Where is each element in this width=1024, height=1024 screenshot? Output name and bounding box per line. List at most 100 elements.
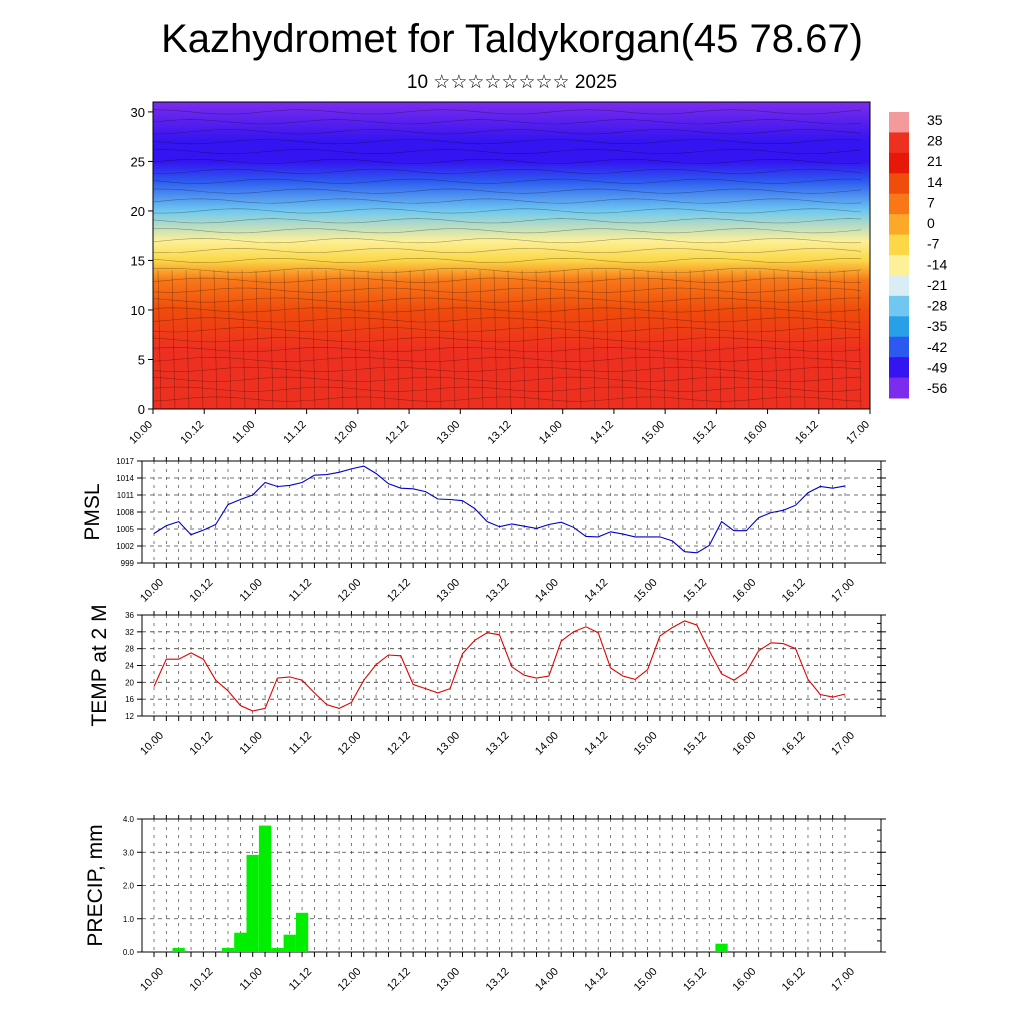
- wind-barb-staff: [591, 270, 596, 410]
- y-tick-label: 36: [125, 611, 134, 620]
- heatmap-y-tick-label: 5: [138, 352, 145, 367]
- y-tick-label: 12: [125, 712, 134, 721]
- precip-bar: [715, 943, 728, 952]
- wind-barb-staff: [367, 270, 372, 410]
- wind-barb-row: [152, 149, 862, 155]
- heatmap-x-tick-label: 14.12: [588, 419, 616, 447]
- y-tick-label: 1011: [117, 491, 135, 500]
- wind-barb-staff: [213, 270, 218, 410]
- x-tick-label: 13.12: [484, 577, 512, 605]
- x-tick-label: 14.00: [533, 577, 561, 605]
- wind-barb-staff: [563, 270, 568, 410]
- wind-barb-staff: [493, 270, 498, 410]
- y-tick-label: 32: [125, 628, 134, 637]
- y-tick-label: 24: [125, 662, 134, 671]
- colorbar-segment: [889, 336, 909, 358]
- wind-barb-row: [152, 287, 862, 293]
- precip-bar: [283, 934, 296, 952]
- colorbar-label: -42: [927, 339, 947, 355]
- colorbar-segment: [889, 214, 909, 236]
- x-tick-label: 13.00: [434, 577, 462, 605]
- x-tick-label: 10.00: [138, 730, 166, 758]
- x-tick-label: 12.00: [336, 730, 364, 758]
- wind-barb-row: [152, 327, 862, 333]
- wind-barb-row: [152, 376, 862, 382]
- y-tick-label: 1002: [116, 542, 134, 551]
- x-tick-label: 14.12: [582, 966, 610, 994]
- colorbar-segment: [889, 234, 909, 256]
- wind-barb-row: [152, 228, 862, 234]
- heatmap-y-tick-label: 0: [138, 402, 145, 417]
- wind-barb-row: [152, 238, 862, 244]
- heatmap-y-tick-label: 20: [131, 204, 145, 219]
- wind-barb-staff: [465, 270, 470, 410]
- precip-bar: [221, 948, 235, 952]
- y-tick-label: 1005: [116, 525, 134, 534]
- colorbar-label: -56: [927, 380, 947, 396]
- panel-frame: [141, 818, 882, 953]
- wind-barb-row: [152, 168, 862, 174]
- x-tick-label: 11.12: [287, 577, 314, 604]
- heatmap-x-tick-label: 16.00: [742, 419, 770, 447]
- wind-barb-staff: [325, 270, 330, 410]
- wind-barb-staff: [381, 270, 386, 410]
- wind-barb-staff: [577, 270, 582, 410]
- wind-barb-staff: [703, 270, 708, 410]
- wind-barb-staff: [759, 270, 764, 410]
- x-tick-label: 16.12: [780, 966, 808, 994]
- wind-barb-staff: [745, 270, 750, 410]
- x-tick-label: 11.00: [237, 730, 264, 757]
- x-tick-label: 11.00: [237, 966, 264, 993]
- x-tick-label: 13.00: [434, 966, 462, 994]
- heatmap-y-tick-label: 25: [131, 154, 145, 169]
- wind-barb-staff: [535, 270, 540, 410]
- heatmap-x-tick-label: 13.00: [434, 419, 462, 447]
- precip-bar: [246, 854, 259, 952]
- wind-barb-staff: [171, 270, 176, 410]
- heatmap-y-tick-label: 15: [131, 253, 145, 268]
- wind-barb-staff: [773, 270, 778, 410]
- heatmap-x-tick-label: 11.12: [281, 419, 308, 446]
- x-tick-label: 12.00: [336, 966, 364, 994]
- colorbar-label: 28: [927, 133, 943, 149]
- wind-barb-staff: [829, 270, 834, 410]
- wind-barb-staff: [689, 270, 694, 410]
- heatmap-x-tick-label: 13.12: [486, 419, 514, 447]
- wind-barb-staff: [857, 270, 862, 410]
- wind-barb-row: [152, 218, 862, 224]
- y-tick-label: 2.0: [123, 882, 135, 891]
- wind-barb-staff: [647, 270, 652, 410]
- y-tick-label: 999: [121, 559, 135, 568]
- wind-barb-staff: [675, 270, 680, 410]
- precip-bar: [271, 948, 284, 952]
- wind-barb-staff: [395, 270, 400, 410]
- wind-barb-row: [152, 267, 862, 273]
- heatmap-x-tick-label: 15.12: [691, 419, 719, 447]
- wind-barb-staff: [619, 270, 624, 410]
- colorbar-label: -35: [927, 318, 947, 334]
- x-tick-label: 13.12: [484, 966, 512, 994]
- y-tick-label: 1014: [116, 474, 134, 483]
- x-tick-label: 13.12: [484, 730, 512, 758]
- x-tick-label: 12.12: [385, 577, 413, 605]
- colorbar-segment: [889, 132, 909, 154]
- wind-barb-row: [152, 366, 862, 372]
- wind-barb-staff: [199, 270, 204, 410]
- y-tick-label: 20: [125, 678, 134, 687]
- chart-title: Kazhydromet for Taldykorgan(45 78.67): [161, 17, 863, 61]
- y-tick-label: 3.0: [123, 848, 135, 857]
- heatmap-y-tick-label: 10: [131, 303, 145, 318]
- wind-barb-staff: [787, 270, 792, 410]
- wind-barb-staff: [311, 270, 316, 410]
- x-tick-label: 13.00: [434, 730, 462, 758]
- y-tick-label: 1017: [116, 457, 134, 466]
- x-tick-label: 15.00: [632, 577, 660, 605]
- wind-barb-staff: [843, 270, 848, 410]
- colorbar-segment: [889, 357, 909, 379]
- wind-barb-staff: [423, 270, 428, 410]
- colorbar-label: 35: [927, 112, 943, 128]
- wind-barb-row: [152, 277, 861, 283]
- colorbar-label: -14: [927, 256, 947, 272]
- wind-barb-staff: [409, 270, 414, 410]
- wind-barb-staff: [283, 270, 288, 410]
